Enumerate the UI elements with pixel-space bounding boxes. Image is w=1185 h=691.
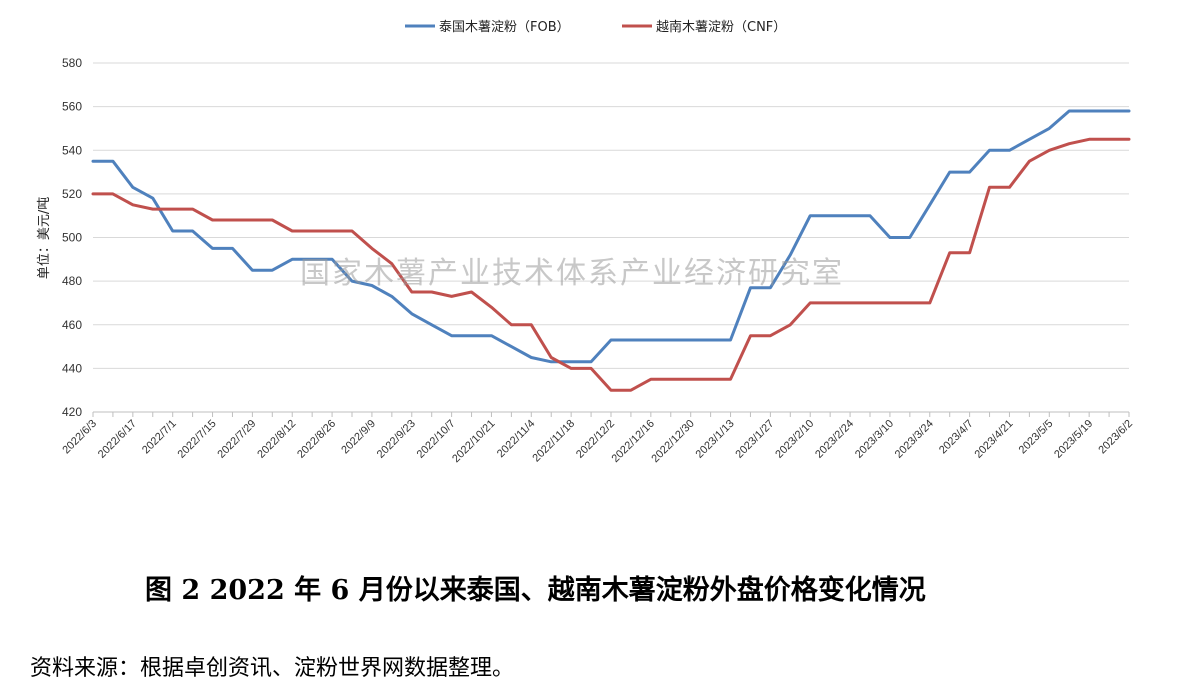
x-tick-label: 2022/6/3 [60,418,99,457]
x-tick-label: 2023/2/10 [773,418,816,461]
x-tick-label: 2023/3/24 [893,418,936,461]
legend: 泰国木薯淀粉（FOB） 越南木薯淀粉（CNF） [405,19,786,35]
gridlines [93,62,1129,369]
y-tick-label: 520 [62,187,82,201]
series-line-thailand-fob [91,109,1131,364]
x-tick-label: 2022/12/30 [649,418,696,465]
x-tick-label: 2023/4/21 [972,418,1015,461]
figure-caption: 图 2 2022 年 6 月份以来泰国、越南木薯淀粉外盘价格变化情况 [145,575,926,606]
x-tick-label: 2022/11/18 [530,418,577,465]
x-tick-label: 2023/2/24 [813,418,856,461]
axes [92,411,1130,417]
y-tick-label: 580 [62,56,82,70]
x-tick-label: 2022/7/29 [215,418,258,461]
x-tick-label: 2023/5/19 [1052,418,1095,461]
y-axis-label: 单位：美元/吨 [37,197,52,279]
x-tick-label: 2023/6/2 [1096,418,1135,457]
y-tick-label: 540 [62,143,82,157]
legend-label: 越南木薯淀粉（CNF） [656,19,786,35]
y-tick-label: 420 [62,405,82,419]
x-tick-label: 2023/3/10 [853,418,896,461]
series-line-vietnam-cnf [91,137,1131,392]
y-tick-label: 440 [62,361,82,375]
y-tick-label: 480 [62,274,82,288]
x-tick-label: 2023/1/27 [733,418,776,461]
watermark: 国家木薯产业技术体系产业经济研究室 [300,256,844,291]
y-tick-label: 560 [62,100,82,114]
data-source-note: 资料来源：根据卓创资讯、淀粉世界网数据整理。 [30,656,515,681]
x-tick-label: 2022/7/1 [140,418,179,457]
x-tick-label: 2022/9/9 [339,418,378,457]
x-tick-label: 2022/7/15 [176,418,219,461]
series-lines [91,109,1131,392]
x-tick-label: 2022/10/21 [450,418,497,465]
x-tick-label: 2022/9/23 [375,418,418,461]
y-tick-labels: 420 440 460 480 500 520 540 560 580 [62,56,82,419]
y-tick-label: 460 [62,318,82,332]
x-tick-label: 2022/11/4 [495,418,538,461]
x-tick-label: 2023/5/5 [1017,418,1056,457]
x-tick-label: 2022/6/17 [96,418,139,461]
x-tick-label: 2022/8/26 [295,418,338,461]
legend-label: 泰国木薯淀粉（FOB） [439,20,570,35]
x-tick-label: 2023/4/7 [937,418,976,457]
x-tick-label: 2023/1/13 [694,418,737,461]
x-tick-label: 2022/8/12 [255,418,298,461]
y-tick-label: 500 [62,231,82,245]
